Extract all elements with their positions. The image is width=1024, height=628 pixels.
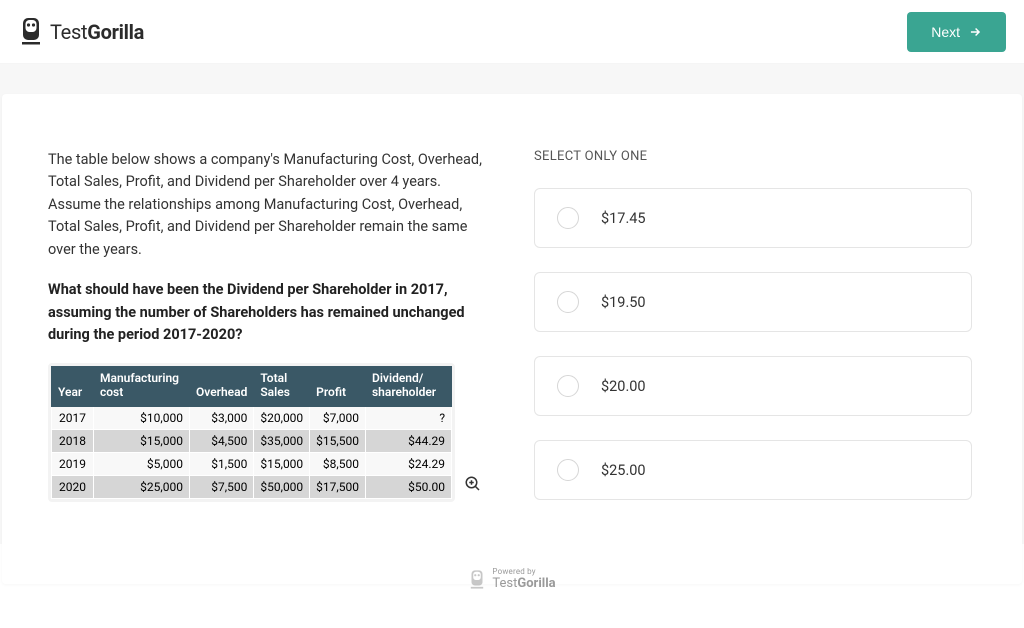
table-cell: $7,500 — [190, 475, 254, 498]
table-cell: $5,000 — [94, 452, 190, 475]
question-column: The table below shows a company's Manufa… — [48, 149, 488, 524]
table-cell: $3,000 — [190, 406, 254, 429]
answer-option[interactable]: $20.00 — [534, 356, 972, 416]
table-cell: $35,000 — [254, 429, 310, 452]
table-cell: $1,500 — [190, 452, 254, 475]
option-label: $20.00 — [601, 378, 646, 395]
option-label: $17.45 — [601, 210, 646, 227]
header: TestGorilla Next — [0, 0, 1024, 64]
table-cell: $17,500 — [310, 475, 366, 498]
table-cell: $24.29 — [366, 452, 452, 475]
table-cell: 2018 — [52, 429, 94, 452]
table-header: Profit — [310, 366, 366, 406]
table-wrapper: YearManufacturing costOverheadTotal Sale… — [48, 363, 455, 502]
question-intro: The table below shows a company's Manufa… — [48, 149, 488, 261]
table-cell: $20,000 — [254, 406, 310, 429]
table-cell: $8,500 — [310, 452, 366, 475]
table-cell: $7,000 — [310, 406, 366, 429]
option-label: $19.50 — [601, 294, 646, 311]
table-header: Total Sales — [254, 366, 310, 406]
table-header: Manufacturing cost — [94, 366, 190, 406]
radio-icon — [557, 291, 579, 313]
logo: TestGorilla — [18, 16, 144, 48]
table-cell: $50.00 — [366, 475, 452, 498]
table-cell: ? — [366, 406, 452, 429]
table-row: 2018$15,000$4,500$35,000$15,500$44.29 — [52, 429, 452, 452]
answer-option[interactable]: $19.50 — [534, 272, 972, 332]
logo-icon — [18, 16, 44, 48]
brand-right: Gorilla — [87, 20, 144, 44]
table-cell: $44.29 — [366, 429, 452, 452]
arrow-right-icon — [968, 25, 982, 39]
table-cell: $25,000 — [94, 475, 190, 498]
answer-option[interactable]: $17.45 — [534, 188, 972, 248]
option-label: $25.00 — [601, 462, 646, 479]
logo-text: TestGorilla — [50, 20, 144, 44]
table-row: 2019$5,000$1,500$15,000$8,500$24.29 — [52, 452, 452, 475]
next-label: Next — [931, 24, 960, 40]
radio-icon — [557, 459, 579, 481]
table-row: 2017$10,000$3,000$20,000$7,000? — [52, 406, 452, 429]
select-label: SELECT ONLY ONE — [534, 149, 972, 164]
zoom-icon[interactable] — [464, 475, 482, 493]
table-cell: $50,000 — [254, 475, 310, 498]
table-header: Year — [52, 366, 94, 406]
table-cell: $15,000 — [254, 452, 310, 475]
footer-text: Powered by TestGorilla — [492, 568, 555, 591]
answer-option[interactable]: $25.00 — [534, 440, 972, 500]
radio-icon — [557, 375, 579, 397]
table-cell: $15,500 — [310, 429, 366, 452]
question-card: The table below shows a company's Manufa… — [2, 94, 1022, 584]
brand-left: Test — [50, 20, 87, 44]
data-table: YearManufacturing costOverheadTotal Sale… — [51, 366, 452, 499]
answers-column: SELECT ONLY ONE $17.45 $19.50 $20.00 $25.00 — [534, 149, 972, 524]
next-button[interactable]: Next — [907, 12, 1006, 52]
radio-icon — [557, 207, 579, 229]
footer-brand-right: Gorilla — [517, 576, 555, 591]
footer: Powered by TestGorilla — [0, 544, 1024, 615]
page-background: The table below shows a company's Manufa… — [0, 64, 1024, 544]
table-cell: 2019 — [52, 452, 94, 475]
footer-brand-left: Test — [492, 576, 517, 591]
table-header: Dividend/ shareholder — [366, 366, 452, 406]
question-prompt: What should have been the Dividend per S… — [48, 279, 488, 346]
footer-logo-icon — [468, 569, 486, 591]
table-row: 2020$25,000$7,500$50,000$17,500$50.00 — [52, 475, 452, 498]
table-header: Overhead — [190, 366, 254, 406]
table-cell: 2020 — [52, 475, 94, 498]
table-cell: $10,000 — [94, 406, 190, 429]
table-cell: $15,000 — [94, 429, 190, 452]
table-cell: $4,500 — [190, 429, 254, 452]
table-cell: 2017 — [52, 406, 94, 429]
